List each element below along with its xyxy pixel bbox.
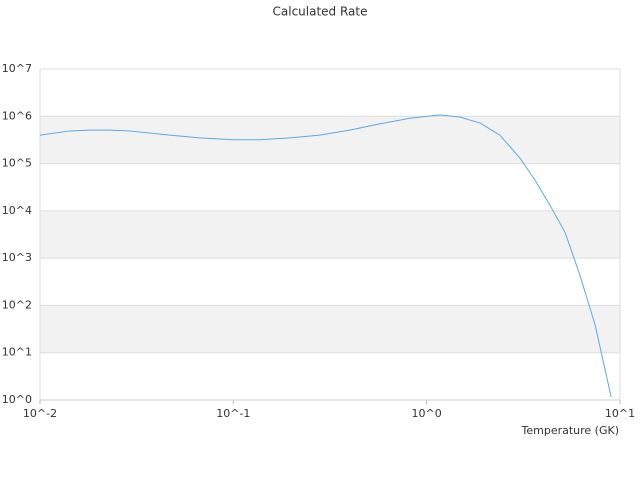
x-tick-label: 10^-2 bbox=[23, 407, 57, 420]
y-tick-label: 10^2 bbox=[2, 298, 32, 311]
x-axis-label: Temperature (GK) bbox=[521, 424, 620, 437]
grid-band bbox=[40, 305, 620, 353]
grid-band bbox=[40, 210, 620, 259]
y-tick-label: 10^7 bbox=[2, 62, 32, 75]
y-tick-label: 10^4 bbox=[2, 204, 32, 217]
chart-title: Calculated Rate bbox=[273, 5, 368, 19]
x-tick-label: 10^1 bbox=[605, 407, 635, 420]
y-tick-label: 10^3 bbox=[2, 251, 32, 264]
y-tick-label: 10^6 bbox=[2, 109, 32, 122]
y-tick-label: 10^0 bbox=[2, 393, 32, 406]
x-tick-label: 10^-1 bbox=[216, 407, 250, 420]
grid-band bbox=[40, 116, 620, 164]
y-tick-label: 10^5 bbox=[2, 157, 32, 170]
data-line bbox=[39, 114, 612, 398]
y-tick-label: 10^1 bbox=[2, 346, 32, 359]
x-tick-label: 10^0 bbox=[412, 407, 442, 420]
